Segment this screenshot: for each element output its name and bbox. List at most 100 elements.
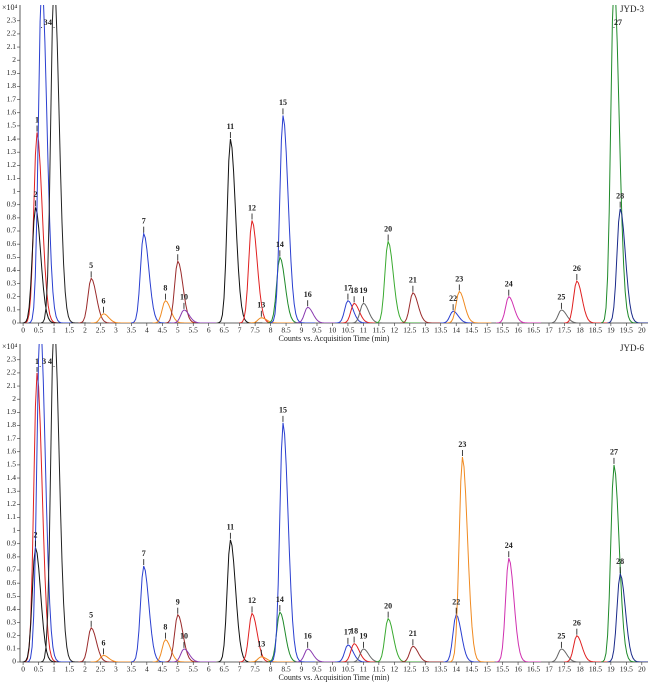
- peak-label: 17: [344, 628, 352, 637]
- x-tick-label: 9: [300, 326, 304, 335]
- y-tick-label: 1: [12, 186, 16, 195]
- x-tick-label: 1.5: [65, 665, 75, 674]
- y-tick-label: 0.4: [7, 604, 17, 613]
- x-tick-label: 7: [238, 665, 242, 674]
- x-tick-label: 6.5: [219, 326, 229, 335]
- peak-label: 10: [180, 632, 188, 641]
- peak-label: 28: [616, 557, 624, 566]
- x-tick-label: 13: [422, 326, 430, 335]
- sample-title: JYD-3: [620, 4, 644, 14]
- x-tick-label: 11: [360, 665, 367, 674]
- y-tick-label: 0.9: [7, 538, 17, 547]
- y-tick-label: 1: [12, 525, 16, 534]
- x-tick-label: 5: [176, 326, 180, 335]
- peak: [601, 5, 646, 323]
- peak: [41, 344, 86, 662]
- y-tick-label: 2.2: [7, 368, 17, 377]
- x-tick-label: 19: [607, 326, 615, 335]
- x-tick-label: 14: [452, 665, 460, 674]
- peak: [171, 648, 216, 662]
- y-tick-label: 0.5: [7, 252, 17, 261]
- x-tick-label: 4: [145, 326, 149, 335]
- peak-label: 24: [505, 541, 513, 550]
- peak: [341, 642, 387, 662]
- peak-label: 22: [449, 294, 457, 303]
- y-tick-label: 0: [12, 657, 16, 666]
- y-tick-label: 1.2: [7, 499, 17, 508]
- y-tick-label: 2: [12, 55, 16, 64]
- y-tick-label: 1.3: [7, 147, 17, 156]
- x-axis-label: Counts vs. Acquisition Time (min): [279, 673, 390, 682]
- y-tick-label: 0.6: [7, 239, 17, 248]
- peak-label: 9: [176, 244, 180, 253]
- peak-label: 3: [42, 357, 46, 366]
- x-tick-label: 2: [83, 665, 87, 674]
- peak: [270, 115, 315, 323]
- x-tick-label: 0.5: [34, 326, 44, 335]
- x-tick-label: 9.5: [312, 665, 322, 674]
- x-tick-label: 2: [83, 326, 87, 335]
- x-tick-label: 10.5: [341, 326, 354, 335]
- peak-label: 27: [610, 448, 618, 457]
- y-tick-label: 1.6: [7, 107, 17, 116]
- peak-label: 11: [227, 523, 235, 532]
- peak-label: 27: [614, 18, 622, 27]
- y-tick-label: 0.4: [7, 265, 17, 274]
- peak: [152, 300, 198, 323]
- x-tick-label: 0: [21, 326, 25, 335]
- x-tick-label: 17.5: [558, 665, 571, 674]
- x-tick-label: 16: [514, 665, 522, 674]
- x-tick-label: 8.5: [281, 326, 291, 335]
- x-tick-label: 17.5: [558, 326, 571, 335]
- x-tick-label: 20: [638, 665, 646, 674]
- peak: [446, 290, 492, 323]
- peak-label: 24: [505, 280, 513, 289]
- peak: [449, 456, 495, 662]
- peak-label: 1: [35, 357, 39, 366]
- peak: [217, 539, 263, 662]
- x-tick-label: 11: [360, 326, 367, 335]
- peak-label: 15: [279, 98, 287, 107]
- y-tick-label: 2.3: [7, 354, 17, 363]
- peak: [27, 344, 73, 662]
- peak: [495, 295, 541, 323]
- x-tick-label: 7.5: [250, 665, 260, 674]
- plot-area: [22, 344, 648, 662]
- peak: [22, 207, 68, 323]
- y-tick-label: 1.9: [7, 407, 17, 416]
- peak: [495, 558, 541, 662]
- x-tick-label: 4.5: [158, 665, 168, 674]
- y-tick-label: 2.1: [7, 381, 17, 390]
- peak: [400, 291, 445, 323]
- x-tick-label: 15: [483, 326, 491, 335]
- y-tick-label: 0.7: [7, 226, 17, 235]
- peak: [270, 422, 315, 662]
- peak-label: 5: [89, 261, 93, 270]
- peak: [267, 255, 312, 323]
- x-tick-label: 12: [391, 665, 399, 674]
- y-tick-label: 1.8: [7, 420, 17, 429]
- peak-label: 21: [409, 629, 417, 638]
- y-tick-label: 2.1: [7, 42, 17, 51]
- sample-title: JYD-6: [620, 343, 644, 353]
- x-tick-label: 15: [483, 665, 491, 674]
- peak-label: 26: [573, 264, 581, 273]
- x-tick-label: 0: [21, 665, 25, 674]
- x-tick-label: 10.5: [341, 665, 354, 674]
- y-tick-label: 0.3: [7, 278, 17, 287]
- peak: [217, 138, 263, 323]
- peak-label: 4: [48, 357, 52, 366]
- peak: [78, 626, 124, 662]
- peak: [239, 220, 284, 323]
- peak-label: 25: [557, 632, 565, 641]
- peak: [267, 610, 312, 662]
- x-tick-label: 1: [52, 665, 56, 674]
- y-tick-label: 0.2: [7, 630, 17, 639]
- peak: [164, 613, 210, 662]
- peak-label: 1: [35, 115, 39, 124]
- peak-label: 20: [384, 601, 392, 610]
- x-tick-label: 4.5: [158, 326, 168, 335]
- x-tick-label: 2.5: [96, 665, 106, 674]
- x-tick-label: 18: [576, 326, 584, 335]
- peak-label: 17: [344, 283, 352, 292]
